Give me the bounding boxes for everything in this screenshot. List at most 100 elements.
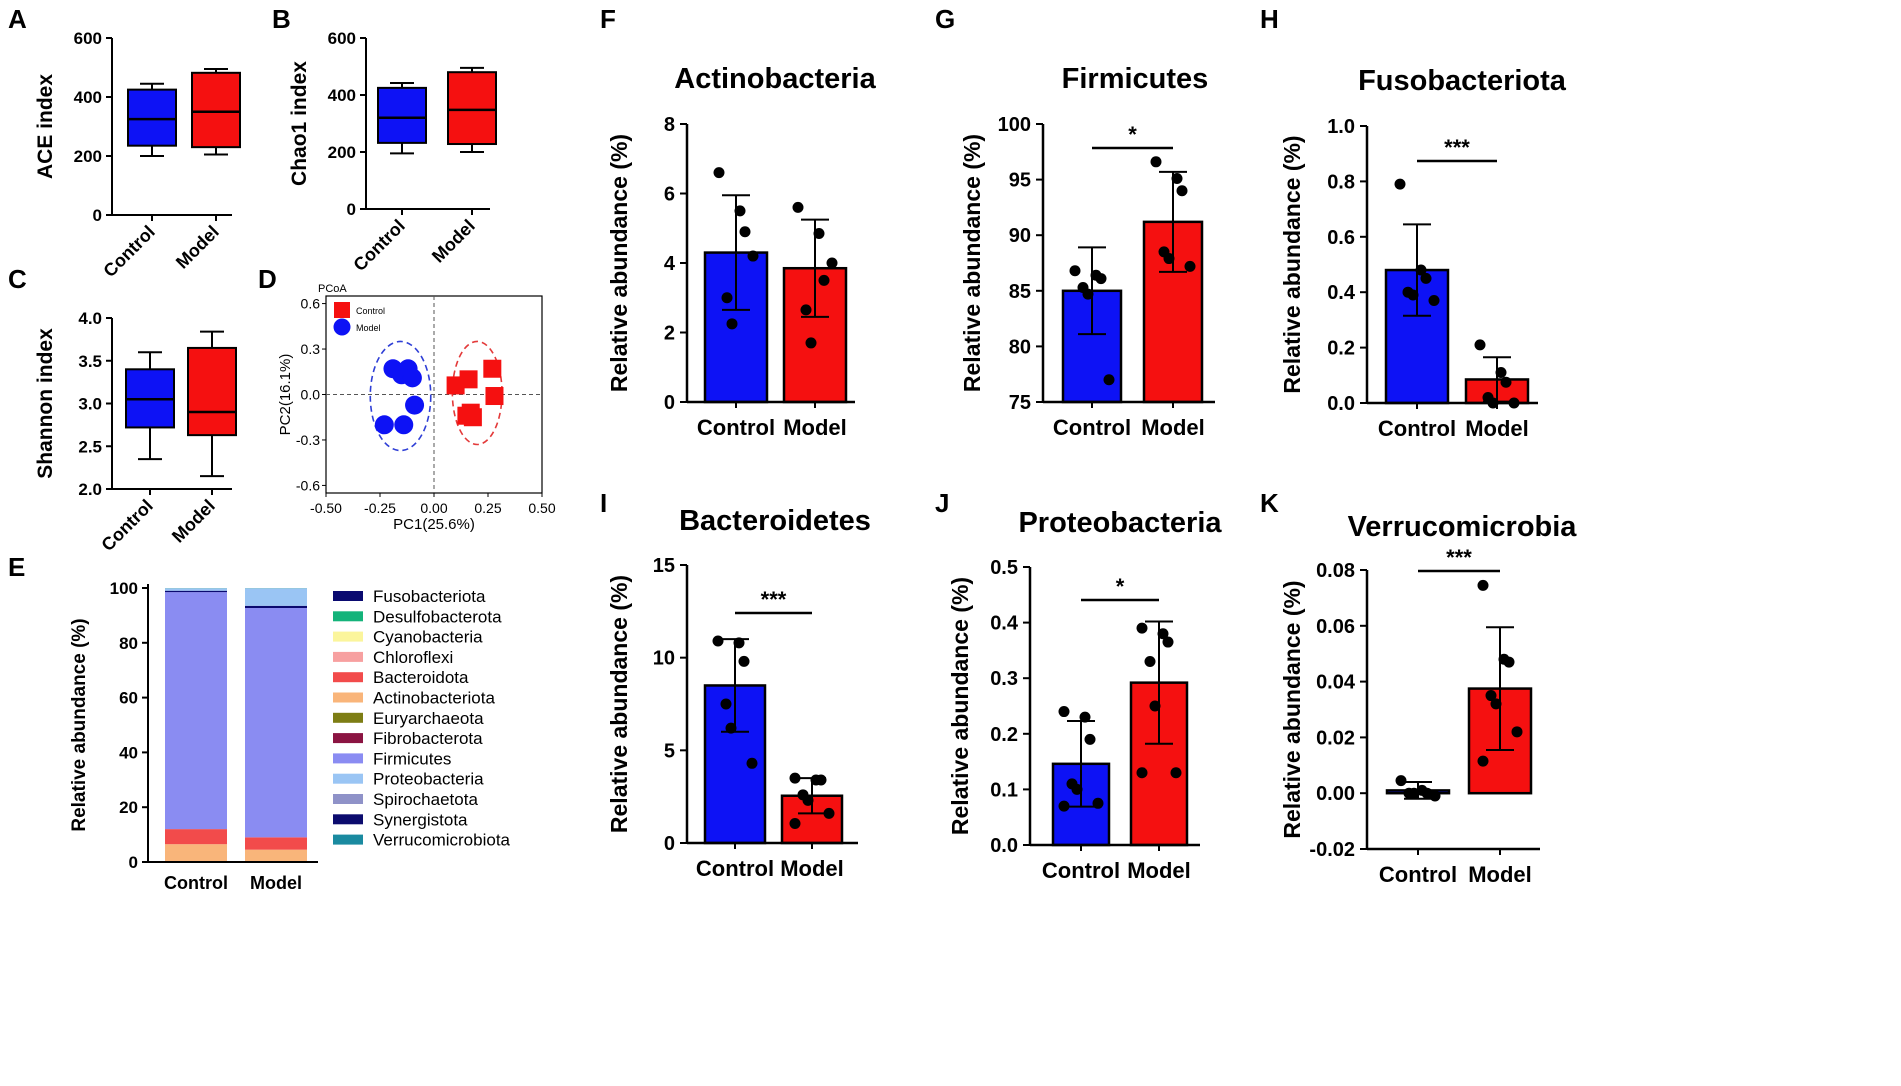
legend-swatch-euryarchaeota bbox=[333, 712, 363, 723]
y-axis-label: Relative abundance (%) bbox=[69, 618, 90, 831]
pcoa-point-control bbox=[402, 368, 422, 388]
chart-title: Proteobacteria bbox=[1018, 507, 1222, 539]
pcoa-point-model bbox=[485, 387, 504, 406]
legend-label-actinobacteriota: Actinobacteriota bbox=[373, 689, 495, 708]
panel-a: 0 200 400 600 ACE index Control Model bbox=[34, 29, 241, 281]
y-tick-label: 0.02 bbox=[1316, 727, 1355, 749]
data-point bbox=[1095, 273, 1107, 285]
chart-title: Fusobacteriota bbox=[1358, 65, 1567, 97]
y-axis-label: PC2(16.1%) bbox=[277, 354, 294, 436]
panel-b: 0 200 400 600 Chao1 index Control Model bbox=[288, 29, 497, 275]
y-axis-label: Relative abundance (%) bbox=[959, 134, 985, 392]
pcoa-point-model bbox=[459, 370, 478, 389]
data-point bbox=[1407, 289, 1419, 301]
data-point bbox=[733, 637, 745, 649]
pcoa-point-model bbox=[457, 406, 476, 425]
legend-swatch-spirochaetota bbox=[333, 794, 363, 804]
y-tick-label: 0.08 bbox=[1316, 560, 1355, 582]
iqr-box bbox=[447, 71, 497, 146]
y-tick-label: 0 bbox=[664, 392, 675, 414]
data-point bbox=[713, 167, 725, 179]
panel-f: Actinobacteria Control Model 0 2 4 6 8 Relative … bbox=[606, 63, 877, 440]
data-point bbox=[1071, 783, 1083, 795]
chart-title: Bacteroidetes bbox=[679, 505, 871, 537]
significance-marker: *** bbox=[1444, 135, 1470, 160]
data-point bbox=[826, 257, 838, 269]
x-tick-label-model: Model bbox=[1468, 862, 1532, 887]
y-axis-label: Relative abundance (%) bbox=[1279, 135, 1305, 393]
y-tick-label: 400 bbox=[328, 86, 356, 105]
panel-label-j: J bbox=[935, 488, 949, 518]
data-point bbox=[1163, 253, 1175, 265]
y-tick-label: 0 bbox=[664, 833, 675, 855]
x-tick-label-model: Model bbox=[168, 496, 219, 547]
data-point bbox=[712, 635, 724, 647]
panel-label-c: C bbox=[8, 264, 27, 294]
y-tick-label: 1.0 bbox=[1327, 116, 1355, 138]
data-point bbox=[789, 818, 801, 830]
legend-label-model: Model bbox=[356, 323, 381, 333]
iqr-box bbox=[187, 346, 237, 437]
data-point bbox=[738, 655, 750, 667]
y-tick-label: 60 bbox=[119, 689, 138, 708]
data-point bbox=[818, 274, 830, 286]
y-tick-label: 15 bbox=[653, 555, 675, 577]
legend-label-fibrobacterota: Fibrobacterota bbox=[373, 729, 483, 748]
data-point bbox=[1420, 272, 1432, 284]
y-tick-label: 80 bbox=[119, 634, 138, 653]
legend-marker-control bbox=[333, 318, 351, 336]
data-point bbox=[725, 722, 737, 734]
legend-swatch-actinobacteriota bbox=[333, 692, 363, 703]
y-tick-label: 3.5 bbox=[78, 352, 102, 371]
x-tick-label-control: Control bbox=[697, 415, 775, 440]
panel-k: Verrucomicrobia Control Model -0.02 0.00 0.02… bbox=[1279, 511, 1577, 887]
box-control bbox=[377, 82, 427, 155]
y-tick-label: 0.3 bbox=[990, 668, 1018, 690]
y-tick-label: 2 bbox=[664, 323, 675, 345]
y-tick-label: 4.0 bbox=[78, 309, 102, 328]
box-model bbox=[187, 330, 237, 478]
legend-swatch-fibrobacterota bbox=[333, 733, 363, 744]
stack-segment-proteobacteria bbox=[245, 588, 307, 606]
legend-label-cyanobacteria: Cyanobacteria bbox=[373, 628, 483, 647]
y-tick-label: 0.2 bbox=[990, 724, 1018, 746]
legend-swatch-bacteroidota bbox=[333, 672, 363, 683]
panel-label-f: F bbox=[600, 4, 616, 34]
x-tick-label-control: Control bbox=[1042, 858, 1120, 883]
x-tick-label: -0.50 bbox=[310, 500, 342, 516]
x-tick-label-control: Control bbox=[99, 222, 158, 281]
data-point bbox=[789, 772, 801, 784]
plot-title: PCoA bbox=[318, 283, 347, 295]
chart-title: Actinobacteria bbox=[674, 63, 876, 95]
y-tick-label: 0.4 bbox=[990, 613, 1019, 635]
data-point bbox=[1082, 288, 1094, 300]
panel-j: Proteobacteria Control Model 0.0 0.1 0.2 0.3 0.… bbox=[947, 507, 1222, 883]
x-tick-label-control: Control bbox=[696, 856, 774, 881]
y-tick-label: 0.00 bbox=[1316, 783, 1355, 805]
legend-swatch-fusobacteriota bbox=[333, 591, 363, 601]
y-axis-label: Relative abundance (%) bbox=[1279, 580, 1305, 838]
y-tick-label: 10 bbox=[653, 648, 675, 670]
x-tick-label-model: Model bbox=[250, 873, 302, 893]
x-tick-label-model: Model bbox=[780, 856, 844, 881]
panel-label-i: I bbox=[600, 488, 607, 518]
data-point bbox=[1162, 636, 1174, 648]
data-point bbox=[792, 201, 804, 213]
stack-segment-proteobacteria bbox=[165, 588, 227, 591]
y-tick-label: 600 bbox=[328, 29, 356, 48]
data-point bbox=[1092, 797, 1104, 809]
box-control bbox=[127, 82, 177, 157]
legend-swatch-verrucomicrobiota bbox=[333, 834, 363, 845]
y-tick-label: 85 bbox=[1009, 281, 1031, 303]
data-point bbox=[1490, 698, 1502, 710]
data-point bbox=[815, 774, 827, 786]
panel-d: -0.50 -0.25 0.00 0.25 0.50-0.6-0.30.00.30.6P… bbox=[277, 283, 556, 533]
y-tick-label: 80 bbox=[1009, 336, 1031, 358]
x-tick-label: 0.00 bbox=[420, 500, 447, 516]
y-tick-label: 0.0 bbox=[301, 387, 321, 403]
y-tick-label: 75 bbox=[1009, 392, 1031, 414]
pcoa-point-control bbox=[405, 395, 425, 415]
data-point bbox=[1170, 767, 1182, 779]
y-tick-label: -0.02 bbox=[1309, 839, 1355, 861]
y-tick-label: 0 bbox=[93, 206, 102, 225]
